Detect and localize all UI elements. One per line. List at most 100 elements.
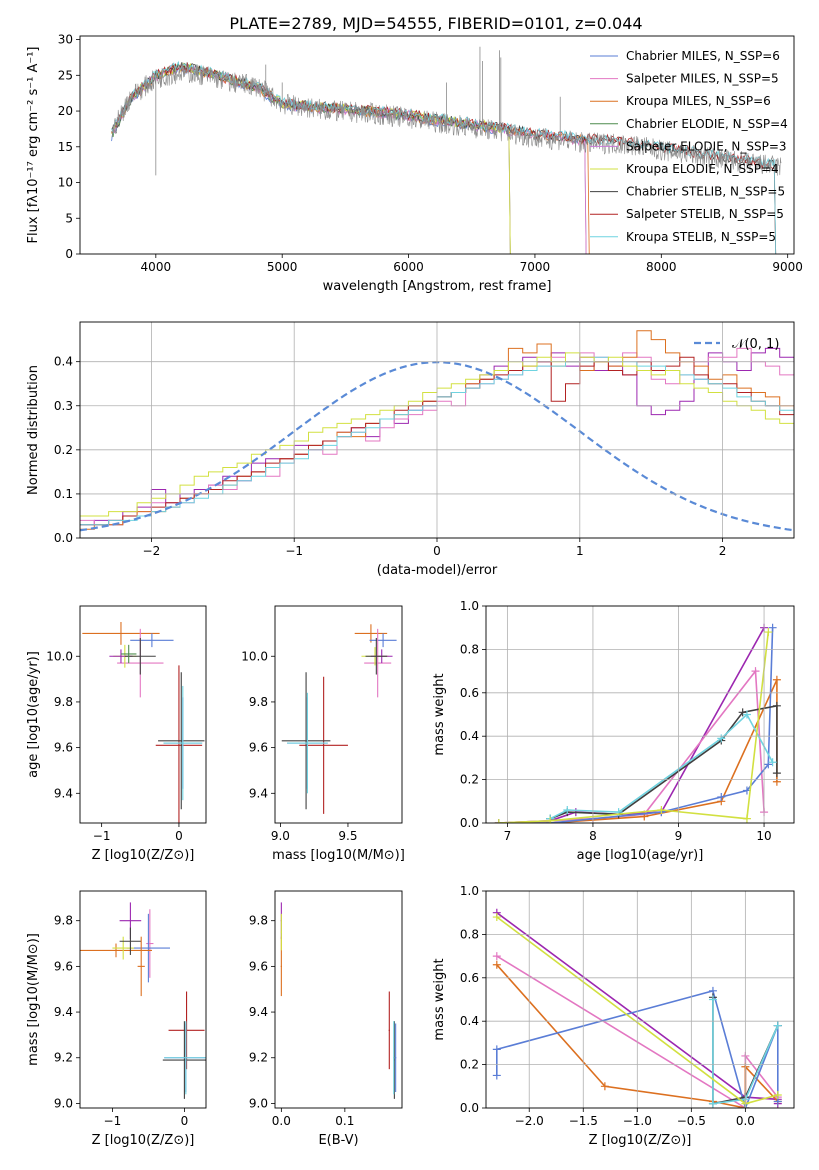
x-tick-label: 4000 xyxy=(141,260,172,274)
x-tick-label: 7000 xyxy=(520,260,551,274)
y-tick-label: 5 xyxy=(65,211,73,225)
legend-entry: Kroupa MILES, N_SSP=6 xyxy=(626,94,771,108)
x-axis-label: E(B-V) xyxy=(318,1133,358,1148)
data-point-marker xyxy=(717,792,726,801)
y-tick-label: 9.6 xyxy=(54,741,73,755)
y-axis-label: Normed distribution xyxy=(26,365,41,495)
data-point-marker xyxy=(708,995,717,1004)
x-tick-label: −2 xyxy=(143,544,161,558)
y-tick-label: 9.0 xyxy=(54,1096,73,1110)
x-tick-label: 0 xyxy=(433,544,441,558)
x-tick-label: 6000 xyxy=(393,260,424,274)
legend-entry: Chabrier STELIB, N_SSP=5 xyxy=(626,185,785,199)
data-point-marker xyxy=(768,758,777,767)
x-tick-label: 8000 xyxy=(646,260,677,274)
y-tick-label: 9.4 xyxy=(249,1005,268,1019)
mass-weight-line xyxy=(712,999,779,1105)
x-tick-label: 9.0 xyxy=(271,829,290,843)
x-tick-label: 1 xyxy=(576,544,584,558)
x-tick-label: 9 xyxy=(675,829,683,843)
x-axis-label: (data-model)/error xyxy=(377,563,498,578)
data-point-marker xyxy=(742,814,751,823)
y-tick-label: 9.2 xyxy=(249,1051,268,1065)
axes-frame xyxy=(274,890,403,1109)
y-tick-label: 0.0 xyxy=(460,816,479,830)
y-tick-label: 0.4 xyxy=(54,355,73,369)
y-tick-label: 9.6 xyxy=(54,959,73,973)
figure-title: PLATE=2789, MJD=54555, FIBERID=0101, z=0… xyxy=(229,14,642,33)
plot-area-mass_vs_Z xyxy=(80,902,206,1099)
data-point-marker xyxy=(492,952,501,961)
y-tick-label: 9.2 xyxy=(54,1051,73,1065)
y-tick-label: 0.4 xyxy=(460,1014,479,1028)
x-axis-label: Z [log10(Z/Z⊙)] xyxy=(92,1133,195,1148)
y-tick-label: 15 xyxy=(58,140,73,154)
y-tick-label: 0 xyxy=(65,247,73,261)
y-tick-label: 1.0 xyxy=(460,884,479,898)
y-tick-label: 9.8 xyxy=(249,914,268,928)
data-point-marker xyxy=(708,1099,717,1108)
x-tick-label: −1.0 xyxy=(623,1114,652,1128)
y-axis-label: mass weight xyxy=(432,958,447,1040)
data-point-marker xyxy=(768,623,777,632)
mass-weight-line xyxy=(549,713,774,820)
legend-entry: Salpeter STELIB, N_SSP=5 xyxy=(626,207,784,221)
x-tick-label: 5000 xyxy=(267,260,298,274)
data-point-marker xyxy=(772,777,781,786)
data-point-marker xyxy=(742,710,751,719)
data-point-marker xyxy=(492,1071,501,1080)
y-tick-label: 30 xyxy=(58,33,73,47)
data-point-marker xyxy=(657,805,666,814)
legend-entry: Kroupa ELODIE, N_SSP=4 xyxy=(626,162,779,176)
x-tick-label: 2 xyxy=(719,544,727,558)
data-point-marker xyxy=(717,734,726,743)
data-point-marker xyxy=(492,1045,501,1054)
data-point-marker xyxy=(773,1021,782,1030)
y-axis-label: mass weight xyxy=(432,673,447,755)
x-axis-label: Z [log10(Z/Z⊙)] xyxy=(589,1133,692,1148)
x-tick-label: 0.0 xyxy=(736,1114,755,1128)
plot-area-age_vs_Z xyxy=(82,621,205,823)
x-tick-label: −1 xyxy=(93,829,111,843)
plot-area-mass_vs_ebv xyxy=(280,902,397,1099)
legend: Chabrier MILES, N_SSP=6 Salpeter MILES, N… xyxy=(590,49,788,244)
y-tick-label: 9.6 xyxy=(249,741,268,755)
data-point-marker xyxy=(764,760,773,769)
data-point-marker xyxy=(546,816,555,823)
panel-residuals: −2 −1 0 1 2 0.0 0.1 0.2 0.3 0.4 (data-model)/error… xyxy=(26,321,795,578)
data-point-marker xyxy=(772,769,781,778)
plot-area-age_vs_mass xyxy=(281,624,397,814)
y-tick-label: 0.2 xyxy=(460,773,479,787)
legend-entry: Chabrier ELODIE, N_SSP=4 xyxy=(626,117,788,131)
y-tick-label: 20 xyxy=(58,104,73,118)
mass-weight-line xyxy=(496,989,779,1108)
y-tick-label: 1.0 xyxy=(460,599,479,613)
x-tick-label: 9.5 xyxy=(338,829,357,843)
y-tick-label: 10.0 xyxy=(46,649,73,663)
x-tick-label: −0.5 xyxy=(677,1114,706,1128)
plot-area-mass_weight_vs_age xyxy=(494,623,781,823)
legend-entry: Kroupa STELIB, N_SSP=5 xyxy=(626,230,776,244)
y-tick-label: 10.0 xyxy=(241,649,268,663)
y-tick-label: 9.0 xyxy=(249,1096,268,1110)
y-tick-label: 0.0 xyxy=(460,1101,479,1115)
panels: 4000 5000 6000 7000 8000 9000051015202530wave… xyxy=(26,33,803,1148)
y-tick-label: 0.2 xyxy=(460,1058,479,1072)
data-point-marker xyxy=(738,708,747,717)
y-tick-label: 25 xyxy=(58,68,73,82)
y-tick-label: 0.2 xyxy=(54,443,73,457)
y-axis-label: age [log10(age/yr)] xyxy=(26,651,41,778)
x-tick-label: −1 xyxy=(104,1114,122,1128)
data-point-marker xyxy=(492,913,501,922)
x-axis-label: wavelength [Angstrom, rest frame] xyxy=(323,279,552,294)
x-axis-label: mass [log10(M/M⊙)] xyxy=(272,848,405,863)
data-point-marker xyxy=(772,701,781,710)
panel-mass_weight_vs_Z: −2.0 −1.5 −1.0 −0.5 0.0 0.0 0.2 0.4 0.6 0.8 1.0 Z [… xyxy=(432,884,795,1148)
x-tick-label: 0 xyxy=(175,829,183,843)
axes-frame xyxy=(79,605,207,824)
axes-frame xyxy=(485,890,795,1109)
x-tick-label: 0.1 xyxy=(335,1114,354,1128)
legend-entry: Salpeter MILES, N_SSP=5 xyxy=(626,72,779,86)
y-tick-label: 9.8 xyxy=(54,914,73,928)
